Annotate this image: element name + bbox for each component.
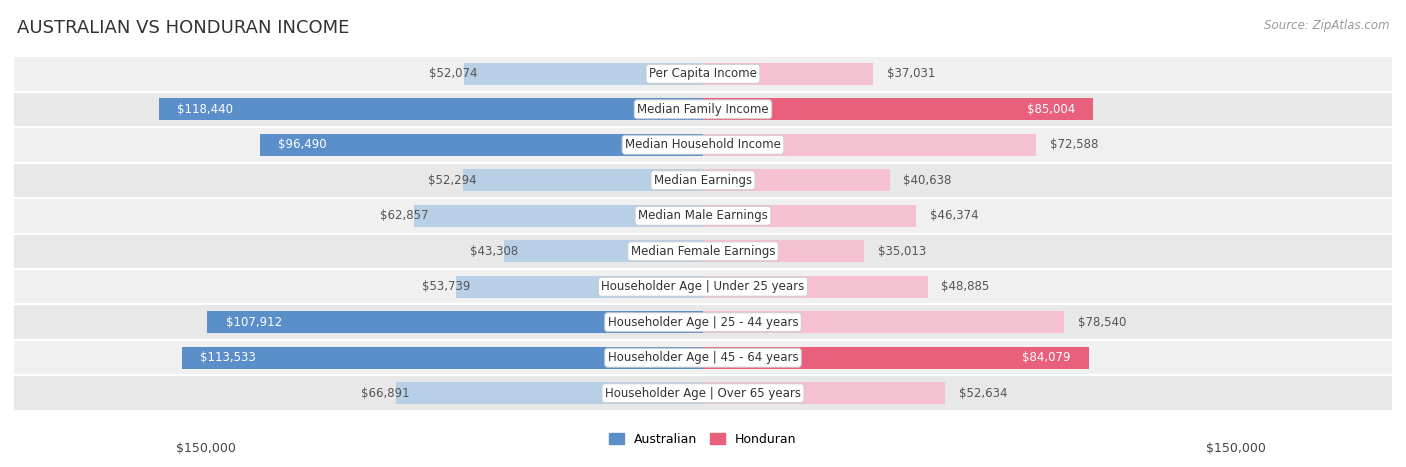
Text: Per Capita Income: Per Capita Income: [650, 67, 756, 80]
Bar: [703, 169, 890, 191]
Text: $150,000: $150,000: [1205, 442, 1265, 455]
Text: Median Household Income: Median Household Income: [626, 138, 780, 151]
Text: $37,031: $37,031: [887, 67, 935, 80]
Bar: [703, 276, 928, 298]
Bar: [14, 269, 1392, 304]
Text: $52,294: $52,294: [427, 174, 477, 187]
Text: AUSTRALIAN VS HONDURAN INCOME: AUSTRALIAN VS HONDURAN INCOME: [17, 19, 349, 37]
Bar: [463, 169, 703, 191]
Text: Median Family Income: Median Family Income: [637, 103, 769, 116]
Bar: [14, 375, 1392, 411]
Text: $66,891: $66,891: [361, 387, 409, 400]
Text: Householder Age | Under 25 years: Householder Age | Under 25 years: [602, 280, 804, 293]
Text: $113,533: $113,533: [200, 351, 256, 364]
Text: $48,885: $48,885: [941, 280, 990, 293]
Bar: [395, 382, 703, 404]
Text: $40,638: $40,638: [904, 174, 952, 187]
Text: Householder Age | 25 - 44 years: Householder Age | 25 - 44 years: [607, 316, 799, 329]
Text: $78,540: $78,540: [1077, 316, 1126, 329]
Bar: [14, 198, 1392, 234]
Text: $84,079: $84,079: [1022, 351, 1071, 364]
Legend: Australian, Honduran: Australian, Honduran: [605, 428, 801, 451]
Text: $62,857: $62,857: [380, 209, 427, 222]
Text: Householder Age | 45 - 64 years: Householder Age | 45 - 64 years: [607, 351, 799, 364]
Text: $85,004: $85,004: [1026, 103, 1076, 116]
Bar: [703, 311, 1064, 333]
Text: $72,588: $72,588: [1050, 138, 1098, 151]
Bar: [456, 276, 703, 298]
Text: $118,440: $118,440: [177, 103, 233, 116]
Text: $52,634: $52,634: [959, 387, 1007, 400]
Bar: [14, 92, 1392, 127]
Bar: [703, 205, 915, 227]
Bar: [703, 240, 863, 262]
Text: $150,000: $150,000: [176, 442, 236, 455]
Text: $107,912: $107,912: [226, 316, 281, 329]
Text: Median Female Earnings: Median Female Earnings: [631, 245, 775, 258]
Bar: [14, 234, 1392, 269]
Bar: [415, 205, 703, 227]
Text: $46,374: $46,374: [929, 209, 979, 222]
Text: $43,308: $43,308: [470, 245, 517, 258]
Bar: [14, 163, 1392, 198]
Bar: [14, 56, 1392, 92]
Text: $53,739: $53,739: [422, 280, 470, 293]
Bar: [505, 240, 703, 262]
Bar: [703, 347, 1090, 369]
Bar: [703, 63, 873, 85]
Bar: [14, 340, 1392, 375]
Bar: [260, 134, 703, 156]
Bar: [703, 382, 945, 404]
Bar: [207, 311, 703, 333]
Text: Source: ZipAtlas.com: Source: ZipAtlas.com: [1264, 19, 1389, 32]
Bar: [14, 304, 1392, 340]
Bar: [703, 134, 1036, 156]
Text: $96,490: $96,490: [278, 138, 326, 151]
Text: Median Earnings: Median Earnings: [654, 174, 752, 187]
Bar: [464, 63, 703, 85]
Bar: [181, 347, 703, 369]
Text: $35,013: $35,013: [877, 245, 925, 258]
Bar: [14, 127, 1392, 163]
Bar: [159, 98, 703, 120]
Text: Median Male Earnings: Median Male Earnings: [638, 209, 768, 222]
Text: Householder Age | Over 65 years: Householder Age | Over 65 years: [605, 387, 801, 400]
Bar: [703, 98, 1094, 120]
Text: $52,074: $52,074: [429, 67, 478, 80]
